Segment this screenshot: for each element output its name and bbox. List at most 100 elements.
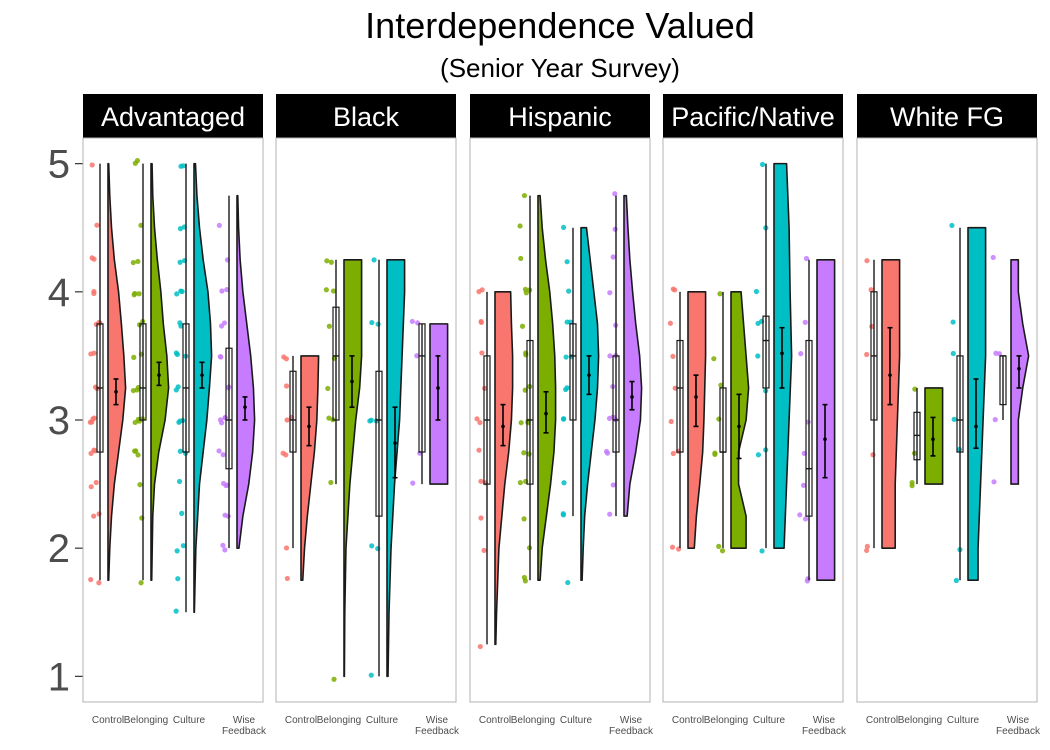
facet-panel: White FG Control Belonging Culture Wise Feedb… — [856, 94, 1041, 737]
data-point — [753, 288, 760, 295]
data-point — [669, 544, 676, 550]
x-tick-label-line: Wise — [813, 715, 836, 726]
y-tick-label: 5 — [48, 143, 70, 187]
data-point — [610, 254, 616, 260]
facet-strip-label: White FG — [890, 102, 1004, 132]
chart-subtitle: (Senior Year Survey) — [440, 53, 680, 83]
data-point — [173, 387, 179, 393]
data-point — [755, 353, 761, 359]
data-point — [91, 290, 97, 297]
condition-group — [711, 291, 750, 554]
box-iqr — [418, 323, 426, 453]
condition-group — [367, 257, 406, 678]
x-tick-label: Culture — [366, 715, 399, 726]
box-iqr — [139, 323, 147, 421]
data-point — [521, 192, 528, 199]
data-point — [177, 226, 184, 232]
data-point — [132, 160, 138, 166]
facet-strip — [276, 94, 456, 138]
box-iqr — [289, 370, 297, 453]
data-point — [991, 479, 997, 485]
x-tick-label-line: Culture — [560, 715, 593, 726]
data-point — [482, 385, 488, 391]
data-point — [177, 448, 183, 454]
data-point — [91, 350, 97, 356]
x-tick-label-line: Culture — [366, 715, 399, 726]
data-point — [91, 415, 97, 421]
x-tick-label-line: Wise — [233, 715, 256, 726]
data-point — [479, 350, 485, 356]
condition-group — [603, 191, 643, 517]
violin-half — [494, 291, 514, 646]
data-point — [137, 482, 143, 488]
x-tick-label: Control — [479, 715, 511, 726]
data-point — [864, 547, 870, 554]
condition-group — [753, 161, 793, 554]
data-point — [222, 512, 228, 518]
data-point — [174, 351, 180, 358]
data-point — [606, 415, 613, 422]
facet-strip — [857, 94, 1037, 138]
data-point — [719, 548, 726, 554]
data-point — [138, 580, 144, 586]
condition-group — [517, 192, 557, 584]
data-point — [518, 255, 524, 262]
x-tick-label: Wise Feedback — [609, 715, 654, 737]
data-point — [89, 255, 95, 261]
data-point — [518, 420, 524, 426]
facet-strip — [470, 94, 650, 138]
x-tick-label-line: Wise — [1007, 715, 1030, 726]
data-point — [519, 323, 526, 329]
condition-group — [667, 286, 707, 552]
x-axis: Control Belonging Culture Wise Feedback — [92, 715, 267, 737]
mean-point — [931, 437, 935, 442]
data-point — [414, 353, 420, 359]
data-point — [218, 354, 224, 360]
x-tick-label-line: Culture — [753, 715, 786, 726]
data-point — [521, 574, 528, 581]
data-point — [759, 548, 765, 554]
data-point — [177, 259, 183, 265]
violin-half — [580, 226, 600, 582]
data-point — [949, 222, 955, 229]
data-point — [179, 288, 185, 295]
y-tick-label: 3 — [48, 399, 70, 443]
data-point — [560, 224, 567, 231]
data-point — [864, 258, 870, 264]
data-point — [950, 350, 956, 357]
data-point — [283, 383, 290, 389]
data-point — [368, 672, 374, 678]
data-point — [479, 287, 485, 293]
data-point — [176, 478, 183, 485]
data-point — [953, 577, 959, 584]
data-point — [326, 323, 332, 329]
mean-point — [587, 373, 591, 377]
mean-point — [630, 395, 634, 399]
data-point — [612, 191, 618, 197]
facet-strip — [83, 94, 263, 138]
data-point — [521, 516, 527, 522]
mean-point — [350, 379, 354, 384]
condition-group — [216, 194, 256, 553]
data-point — [179, 510, 185, 516]
data-point — [798, 351, 804, 357]
condition-group — [864, 258, 901, 554]
data-point — [88, 576, 94, 583]
data-point — [178, 323, 184, 329]
y-tick-label: 2 — [48, 527, 70, 571]
data-point — [91, 513, 97, 519]
x-tick-label: Belonging — [704, 715, 748, 726]
condition-group — [909, 386, 944, 489]
data-point — [950, 319, 956, 325]
x-tick-label-line: Feedback — [996, 726, 1041, 737]
mean-point — [307, 424, 311, 429]
condition-group — [87, 162, 127, 586]
data-point — [410, 480, 416, 486]
data-point — [92, 448, 98, 454]
box-iqr — [526, 339, 534, 485]
condition-group — [474, 287, 514, 650]
facet-strip-label: Advantaged — [101, 102, 245, 132]
data-point — [371, 257, 377, 263]
box-iqr — [805, 339, 813, 517]
condition-group — [797, 255, 836, 584]
